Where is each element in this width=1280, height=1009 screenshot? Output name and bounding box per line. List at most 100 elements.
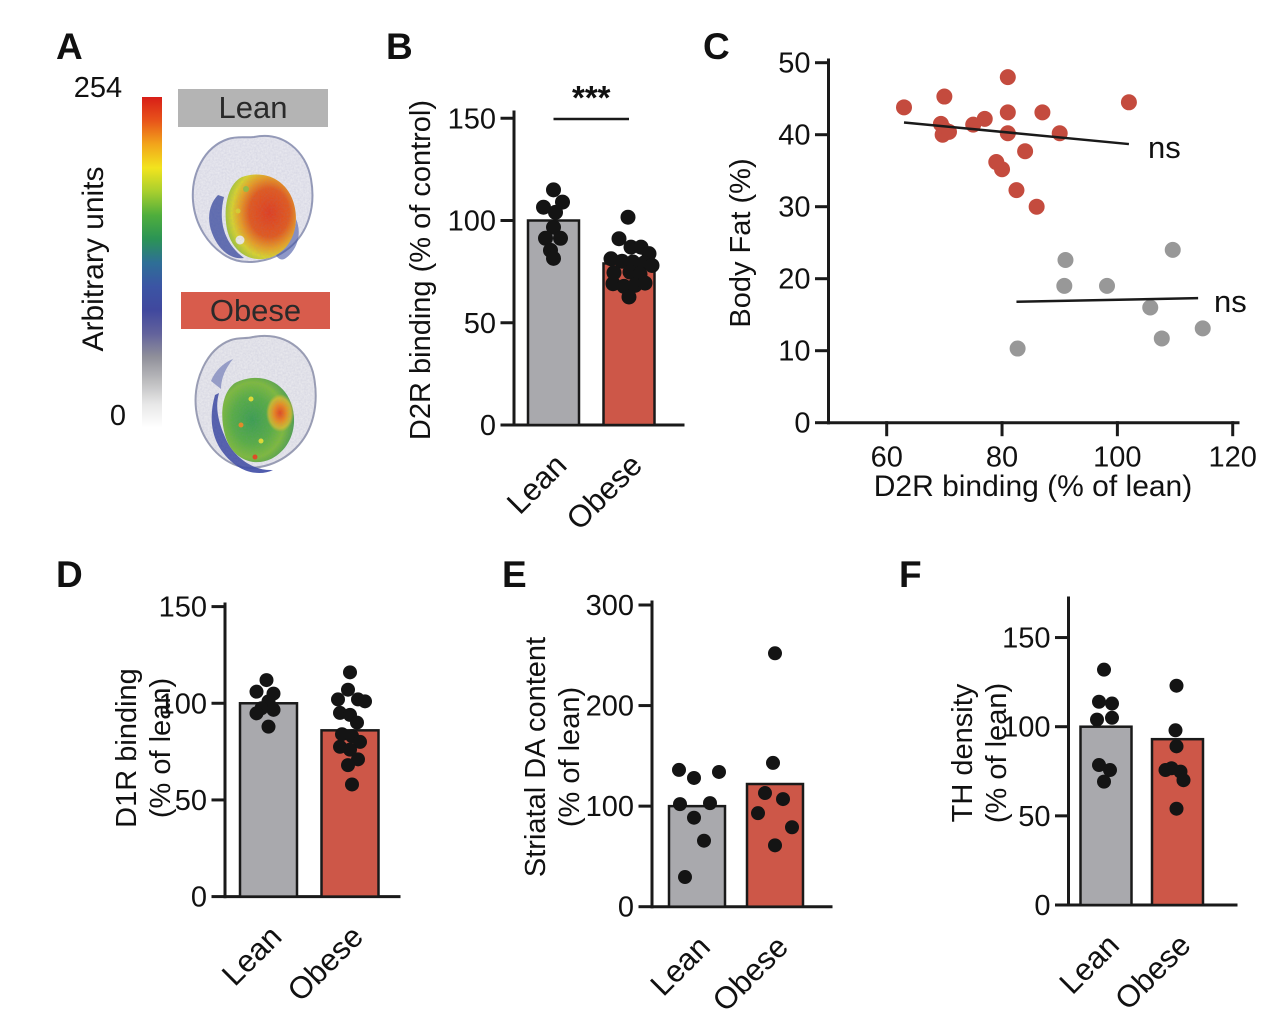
- data-point: [266, 702, 281, 717]
- x-tick-label: 80: [986, 442, 1018, 474]
- y-tick-label: 50: [464, 308, 496, 340]
- data-point: [614, 253, 630, 269]
- data-point: [768, 838, 782, 853]
- data-point: [768, 646, 782, 661]
- scatter-point-obese: [1120, 94, 1137, 111]
- data-point: [343, 742, 357, 757]
- scatter-point-lean: [1009, 340, 1026, 357]
- data-point: [703, 796, 717, 811]
- obese-grain-overlay: [195, 335, 316, 468]
- data-point: [1169, 739, 1184, 754]
- data-point: [331, 692, 345, 707]
- data-point: [546, 219, 561, 235]
- colorbar-max-value: 254: [73, 72, 123, 104]
- y-tick-label: 0: [618, 892, 634, 924]
- scatter-point-obese: [1028, 198, 1045, 215]
- panel-f-label: F: [899, 554, 922, 595]
- y-tick-label: 40: [778, 120, 810, 152]
- data-point: [259, 673, 274, 688]
- category-label: Lean: [215, 919, 289, 993]
- data-point: [1168, 723, 1183, 738]
- data-point: [1169, 678, 1184, 693]
- y-tick-label: 150: [1002, 623, 1050, 655]
- y-axis-label: D1R binding: [111, 668, 143, 828]
- data-point: [546, 182, 561, 198]
- scatter-point-lean: [1098, 277, 1115, 294]
- bar-lean: [238, 702, 299, 898]
- y-tick-label: 50: [778, 48, 810, 80]
- data-point: [776, 792, 790, 807]
- scatter-point-lean: [1164, 241, 1181, 258]
- data-point: [546, 250, 561, 266]
- data-point: [341, 758, 355, 773]
- trend-significance-obese: ns: [1148, 130, 1181, 165]
- y-tick-label: 200: [586, 691, 634, 723]
- scatter-point-lean: [1056, 277, 1073, 294]
- data-point: [548, 204, 563, 220]
- data-point: [697, 833, 711, 848]
- data-point: [606, 265, 622, 281]
- obese-brain-image: [194, 334, 317, 474]
- significance-stars: ***: [572, 79, 611, 116]
- scatter-point-obese: [1017, 143, 1034, 160]
- data-point: [687, 770, 701, 785]
- data-point: [261, 719, 276, 734]
- category-label: Obese: [1108, 927, 1197, 1009]
- category-label: Obese: [560, 447, 649, 536]
- lean-brain-image: [191, 134, 314, 263]
- bar-lean: [667, 804, 727, 908]
- data-point: [687, 810, 701, 825]
- data-point: [785, 820, 799, 835]
- data-point: [1092, 694, 1106, 709]
- data-point: [553, 230, 568, 246]
- y-axis-label: (% of lean): [554, 687, 586, 827]
- trend-significance-lean: ns: [1214, 284, 1247, 319]
- data-point: [350, 715, 364, 730]
- y-tick-label: 50: [175, 785, 207, 817]
- scatter-point-lean: [1153, 330, 1170, 347]
- data-point: [1103, 763, 1117, 778]
- scatter-point-obese: [1034, 104, 1051, 121]
- y-tick-label: 0: [191, 882, 207, 914]
- data-point: [1176, 773, 1191, 788]
- data-point: [620, 209, 636, 225]
- data-point: [678, 870, 692, 885]
- scatter-point-lean: [1142, 299, 1159, 316]
- category-label: Obese: [281, 919, 370, 1008]
- panel-d-label: D: [56, 554, 83, 595]
- data-point: [758, 786, 772, 801]
- y-axis-label: (% of lean): [981, 683, 1013, 823]
- data-point: [358, 694, 372, 709]
- colorbar-min-value: 0: [109, 400, 127, 432]
- trend-line-lean: [1016, 296, 1199, 303]
- y-axis-label: (% of lean): [145, 678, 177, 818]
- y-tick-label: 100: [1002, 712, 1050, 744]
- data-point: [538, 230, 553, 246]
- category-label: Obese: [706, 929, 795, 1009]
- y-tick-label: 100: [448, 206, 496, 238]
- category-label: Lean: [643, 929, 717, 1003]
- y-axis-label: D2R binding (% of control): [405, 100, 437, 440]
- data-point: [1105, 696, 1119, 711]
- data-point: [1092, 758, 1106, 773]
- panel-e-label: E: [502, 554, 527, 595]
- panel-b-label: B: [386, 26, 413, 67]
- x-tick-label: 60: [871, 442, 903, 474]
- lean-header: Lean: [178, 89, 328, 127]
- y-tick-label: 300: [586, 590, 634, 622]
- scatter-point-obese: [999, 104, 1016, 121]
- y-axis-label: TH density: [947, 683, 979, 822]
- scatter-point-obese: [994, 161, 1011, 178]
- data-point: [249, 706, 264, 721]
- data-point: [673, 797, 687, 812]
- data-point: [644, 257, 660, 273]
- bar-obese: [320, 729, 380, 898]
- trend-line-obese: [903, 121, 1130, 146]
- y-tick-label: 10: [778, 336, 810, 368]
- data-point: [1169, 801, 1184, 816]
- data-point: [1158, 763, 1173, 778]
- y-tick-label: 0: [480, 410, 496, 442]
